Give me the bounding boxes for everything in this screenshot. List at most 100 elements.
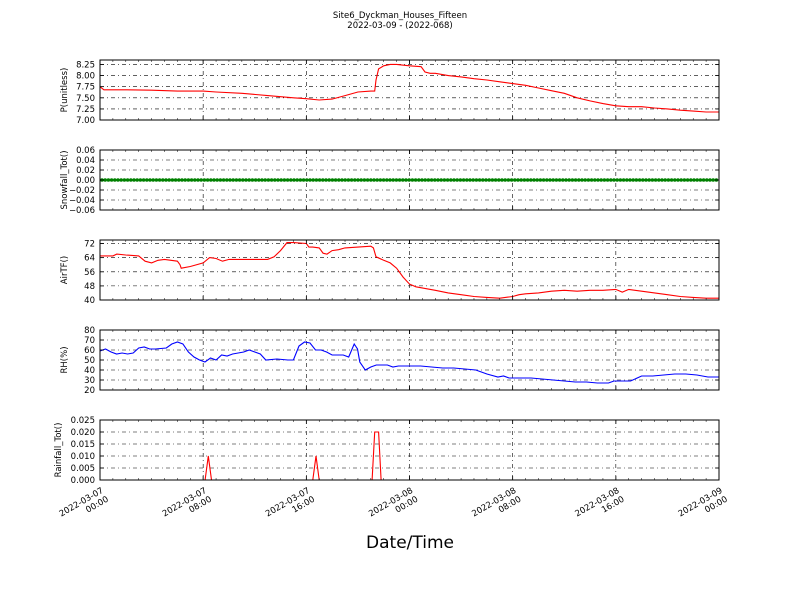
data-point bbox=[151, 178, 155, 182]
y-tick-label: 8.25 bbox=[76, 60, 95, 70]
data-point bbox=[573, 178, 578, 182]
series-line bbox=[99, 63, 719, 113]
data-point bbox=[644, 178, 648, 182]
y-tick-label: 40 bbox=[84, 296, 95, 306]
data-point bbox=[404, 178, 408, 182]
data-point bbox=[135, 178, 139, 182]
data-point bbox=[554, 178, 559, 182]
data-point bbox=[535, 178, 539, 182]
data-point bbox=[378, 178, 383, 182]
data-point bbox=[679, 178, 683, 182]
data-point bbox=[682, 178, 687, 182]
x-tick-label: 2022-03-0800:00 bbox=[367, 486, 420, 528]
data-point bbox=[375, 178, 380, 182]
data-point bbox=[132, 178, 136, 182]
y-tick-label: 70 bbox=[84, 336, 95, 346]
data-point bbox=[333, 178, 338, 182]
data-point bbox=[497, 178, 501, 182]
y-axis-label: Snowfall_Tot() bbox=[60, 150, 70, 209]
data-point bbox=[356, 178, 360, 182]
y-axis-label: Rainfall_Tot() bbox=[54, 423, 64, 478]
series-line bbox=[100, 431, 719, 481]
data-point bbox=[490, 178, 495, 182]
data-point bbox=[369, 178, 373, 182]
data-point bbox=[455, 178, 460, 182]
data-point bbox=[372, 178, 376, 182]
data-point bbox=[641, 178, 645, 182]
data-point bbox=[481, 178, 485, 182]
data-point bbox=[337, 178, 341, 182]
chart-subtitle: 2022-03-09 - (2022-068) bbox=[347, 21, 453, 31]
data-point bbox=[532, 178, 536, 182]
x-axis-ticks: 2022-03-0700:00 2022-03-0708:00 2022-03-07… bbox=[58, 486, 730, 528]
data-point bbox=[362, 178, 367, 182]
data-point bbox=[433, 178, 437, 182]
data-point bbox=[589, 178, 594, 182]
data-point bbox=[657, 178, 661, 182]
panel-snow: −0.06−0.04−0.020.000.020.040.06 Snowfall_… bbox=[60, 146, 720, 216]
data-point bbox=[253, 178, 258, 182]
data-point bbox=[308, 178, 312, 182]
data-point bbox=[426, 178, 431, 182]
data-point bbox=[276, 178, 280, 182]
panel-rain: 0.000 0.005 0.010 0.015 0.020 0.025 Rainfall_T… bbox=[54, 416, 720, 486]
data-point bbox=[231, 178, 235, 182]
data-point bbox=[129, 178, 133, 182]
data-point bbox=[650, 178, 655, 182]
x-tick-label: 2022-03-0708:00 bbox=[161, 486, 214, 528]
x-tick-label: 2022-03-0816:00 bbox=[574, 486, 627, 528]
x-tick-label: 2022-03-0808:00 bbox=[470, 486, 523, 528]
data-point bbox=[385, 178, 389, 182]
data-point bbox=[420, 178, 424, 182]
data-point bbox=[103, 178, 107, 182]
x-tick-label: 2022-03-0716:00 bbox=[264, 486, 317, 528]
data-point bbox=[477, 178, 482, 182]
data-point bbox=[391, 178, 396, 182]
data-point bbox=[647, 178, 651, 182]
data-point bbox=[145, 178, 149, 182]
data-point bbox=[215, 178, 219, 182]
data-point bbox=[522, 178, 527, 182]
data-point bbox=[410, 178, 415, 182]
data-point bbox=[500, 178, 504, 182]
data-point bbox=[122, 178, 127, 182]
data-point bbox=[221, 178, 226, 182]
data-point bbox=[141, 178, 146, 182]
data-point bbox=[663, 178, 667, 182]
y-tick-label: 0.015 bbox=[71, 440, 95, 450]
panel-p: 7.007.257.507.758.00 8.25 P(unitless) bbox=[60, 59, 720, 126]
data-point bbox=[388, 178, 392, 182]
data-point bbox=[116, 178, 120, 182]
data-point bbox=[311, 178, 316, 182]
data-point bbox=[407, 178, 412, 182]
data-point bbox=[202, 178, 207, 182]
y-tick-label: 7.00 bbox=[76, 116, 95, 126]
data-point bbox=[513, 178, 517, 182]
data-point bbox=[621, 178, 626, 182]
x-tick-label: 2022-03-0900:00 bbox=[677, 486, 730, 528]
y-tick-label: 7.75 bbox=[76, 83, 95, 93]
data-point bbox=[625, 178, 629, 182]
y-tick-label: 50 bbox=[84, 356, 95, 366]
data-point bbox=[474, 178, 479, 182]
data-point bbox=[193, 178, 197, 182]
data-point bbox=[577, 178, 581, 182]
y-tick-label: 72 bbox=[84, 240, 95, 250]
data-point bbox=[170, 178, 175, 182]
y-tick-label: 7.50 bbox=[76, 94, 95, 104]
data-point bbox=[484, 178, 488, 182]
data-point bbox=[301, 178, 306, 182]
data-point bbox=[557, 178, 562, 182]
data-point bbox=[257, 178, 261, 182]
y-tick-label: 0.020 bbox=[71, 428, 95, 438]
data-point bbox=[241, 178, 245, 182]
data-point bbox=[458, 178, 463, 182]
data-point bbox=[330, 178, 335, 182]
data-point bbox=[461, 178, 466, 182]
data-point bbox=[615, 178, 619, 182]
data-point bbox=[365, 178, 370, 182]
y-tick-label: 0.005 bbox=[71, 464, 95, 474]
data-point bbox=[634, 178, 639, 182]
data-point bbox=[685, 178, 690, 182]
